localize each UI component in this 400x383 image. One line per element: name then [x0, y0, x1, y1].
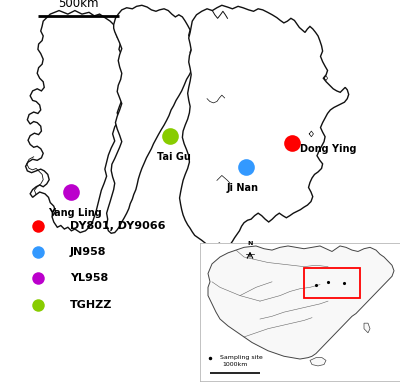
Text: Ji Nan: Ji Nan — [226, 183, 258, 193]
Text: Tai Gu: Tai Gu — [157, 152, 190, 162]
Text: YL958: YL958 — [70, 273, 108, 283]
Text: N: N — [247, 241, 253, 246]
Polygon shape — [310, 358, 326, 366]
Bar — [304, 268, 360, 298]
Text: Dong Ying: Dong Ying — [300, 144, 357, 154]
Polygon shape — [364, 323, 370, 333]
Polygon shape — [107, 5, 193, 233]
Polygon shape — [180, 5, 349, 247]
Text: 1000km: 1000km — [222, 362, 248, 367]
Text: Yang Ling: Yang Ling — [48, 208, 102, 218]
Text: TGHZZ: TGHZZ — [70, 300, 112, 310]
Text: DY801, DY9066: DY801, DY9066 — [70, 221, 165, 231]
Text: 500km: 500km — [58, 0, 99, 10]
Polygon shape — [208, 246, 394, 359]
Text: Sampling site: Sampling site — [220, 355, 263, 360]
Polygon shape — [26, 11, 124, 232]
Text: JN958: JN958 — [70, 247, 106, 257]
